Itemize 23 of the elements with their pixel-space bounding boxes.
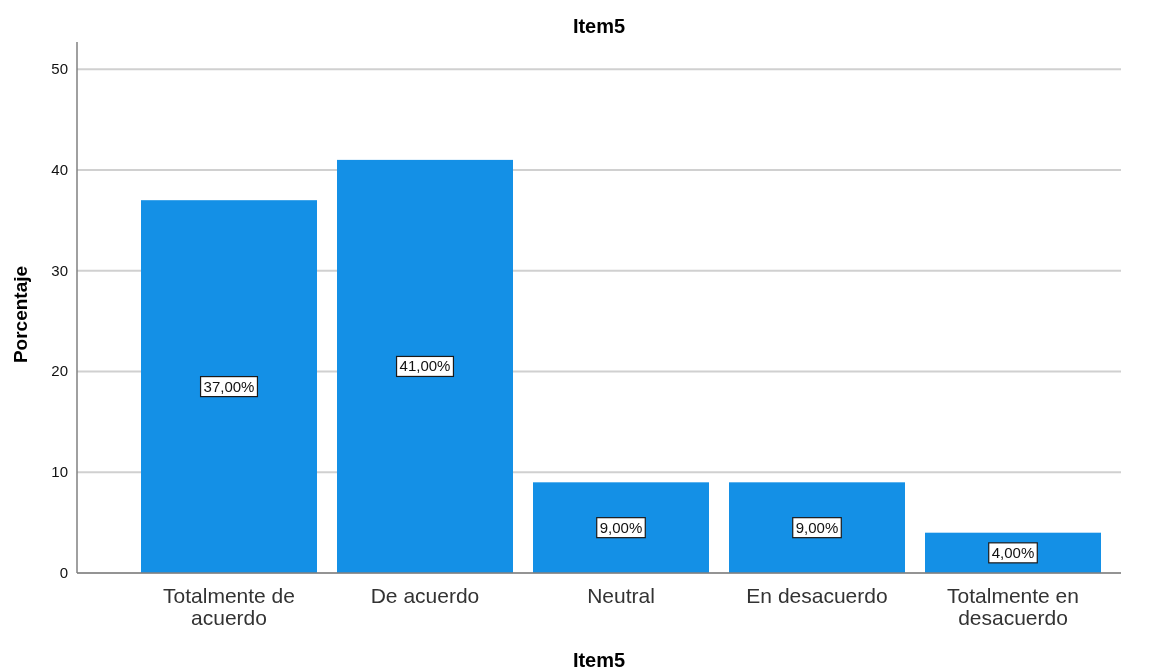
data-label: 41,00%	[399, 357, 451, 375]
y-axis-title: Porcentaje	[10, 265, 31, 364]
y-tick-label: 40	[51, 160, 68, 178]
x-tick-label: En desacuerdo	[746, 584, 888, 607]
chart-title: Item5	[572, 15, 626, 37]
x-axis-title: Item5	[572, 649, 626, 671]
data-label: 37,00%	[203, 377, 255, 395]
data-label: 9,00%	[599, 518, 643, 536]
x-tick-label: Totalmente de acuerdo	[163, 584, 295, 629]
data-label: 4,00%	[991, 543, 1035, 561]
y-tick-label: 30	[51, 261, 68, 279]
bar	[337, 159, 513, 573]
x-tick-label: De acuerdo	[370, 584, 480, 607]
x-tick-label: Neutral	[587, 584, 655, 607]
bar	[729, 482, 905, 573]
bar	[533, 482, 709, 573]
y-tick-label: 50	[51, 60, 68, 78]
y-tick-label: 20	[51, 362, 68, 380]
bar	[141, 200, 317, 573]
x-tick-label: Totalmente en desacuerdo	[947, 584, 1079, 629]
y-tick-label: 10	[51, 463, 68, 481]
y-tick-label: 0	[59, 564, 68, 581]
data-label: 9,00%	[795, 518, 839, 536]
